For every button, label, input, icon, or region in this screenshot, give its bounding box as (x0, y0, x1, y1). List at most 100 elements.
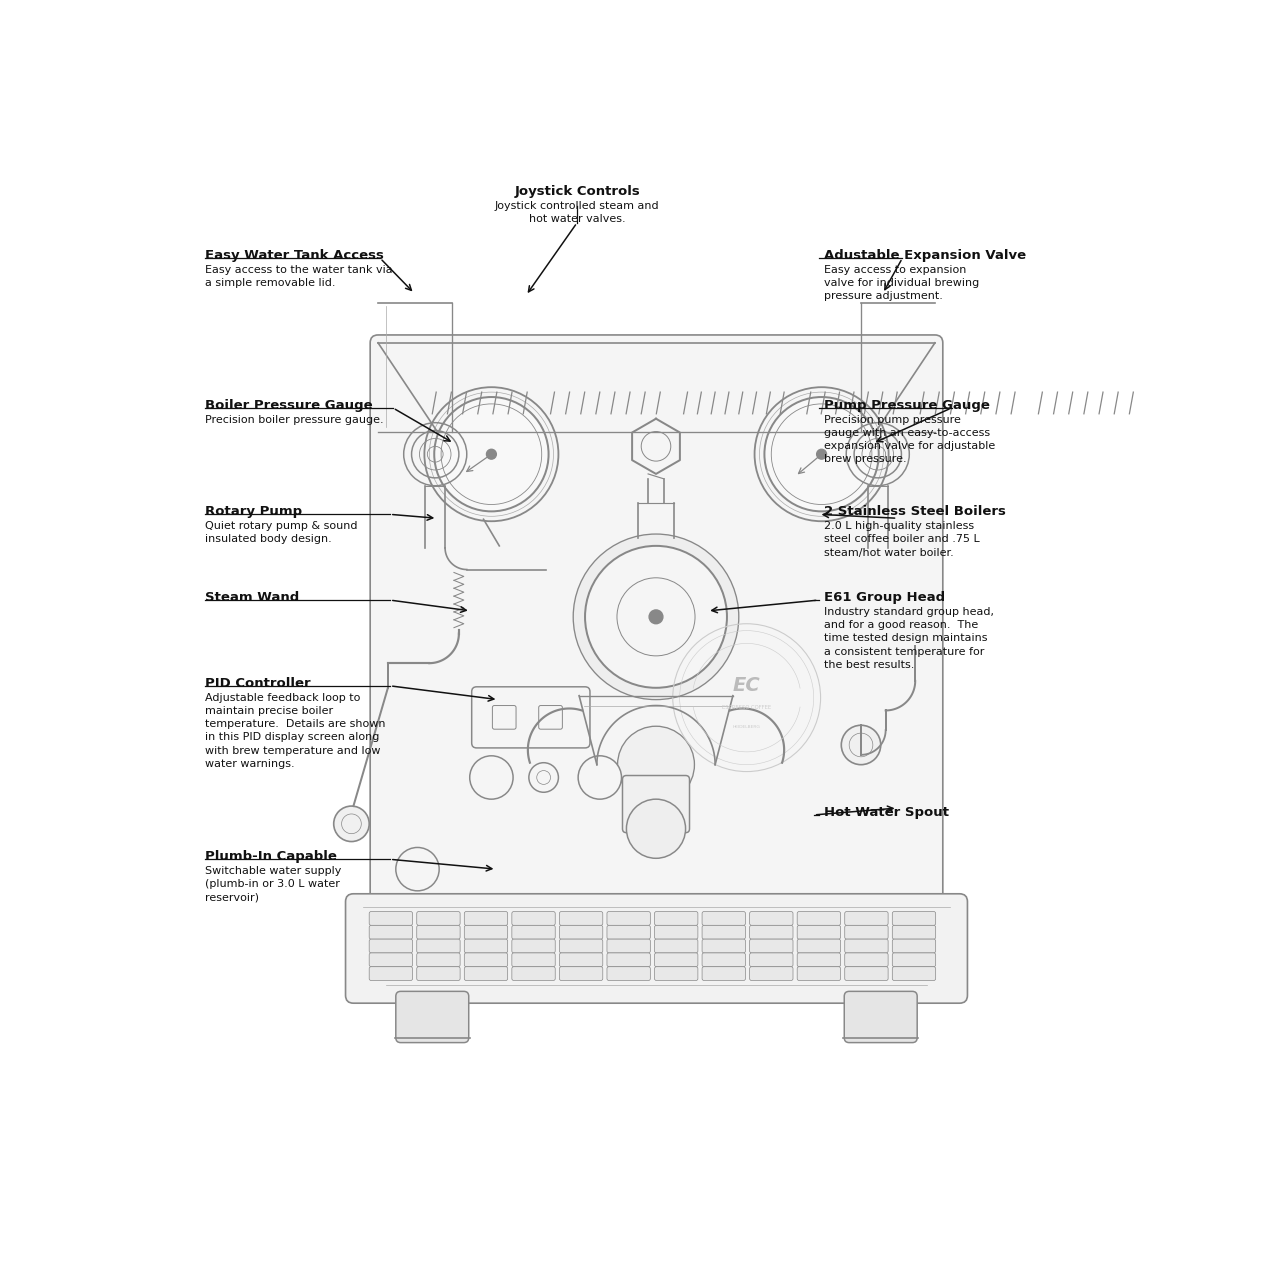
FancyBboxPatch shape (607, 911, 650, 925)
FancyBboxPatch shape (465, 940, 508, 952)
FancyBboxPatch shape (512, 966, 556, 980)
Circle shape (573, 534, 739, 700)
Text: Rotary Pump: Rotary Pump (205, 506, 302, 518)
FancyBboxPatch shape (892, 940, 936, 952)
Circle shape (841, 726, 881, 764)
FancyBboxPatch shape (559, 940, 603, 952)
FancyBboxPatch shape (797, 925, 841, 940)
FancyBboxPatch shape (654, 911, 698, 925)
FancyBboxPatch shape (369, 952, 412, 966)
FancyBboxPatch shape (845, 966, 888, 980)
Circle shape (764, 397, 879, 512)
FancyBboxPatch shape (654, 940, 698, 952)
Text: EC: EC (733, 676, 760, 695)
FancyBboxPatch shape (845, 952, 888, 966)
FancyBboxPatch shape (559, 966, 603, 980)
Text: Easy access to expansion
valve for individual brewing
pressure adjustment.: Easy access to expansion valve for indiv… (823, 265, 979, 301)
FancyBboxPatch shape (892, 911, 936, 925)
FancyBboxPatch shape (465, 925, 508, 940)
FancyBboxPatch shape (797, 966, 841, 980)
Circle shape (626, 799, 686, 859)
FancyBboxPatch shape (750, 940, 794, 952)
FancyBboxPatch shape (369, 966, 412, 980)
FancyBboxPatch shape (750, 925, 794, 940)
FancyBboxPatch shape (417, 952, 460, 966)
Text: HEIDELBERG: HEIDELBERG (733, 726, 760, 730)
FancyBboxPatch shape (797, 952, 841, 966)
Text: E61 Group Head: E61 Group Head (823, 591, 945, 604)
FancyBboxPatch shape (654, 952, 698, 966)
FancyBboxPatch shape (370, 335, 943, 1001)
Text: Easy access to the water tank via
a simple removable lid.: Easy access to the water tank via a simp… (205, 265, 392, 288)
FancyBboxPatch shape (845, 940, 888, 952)
Circle shape (396, 847, 439, 891)
Circle shape (649, 611, 663, 623)
FancyBboxPatch shape (701, 952, 745, 966)
Text: Precision pump pressure
gauge with an easy-to-access
expansion valve for adjusta: Precision pump pressure gauge with an ea… (823, 415, 995, 465)
FancyBboxPatch shape (346, 893, 968, 1004)
Text: Hot Water Spout: Hot Water Spout (823, 806, 948, 819)
FancyBboxPatch shape (701, 925, 745, 940)
Text: 2.0 L high-quality stainless
steel coffee boiler and .75 L
steam/hot water boile: 2.0 L high-quality stainless steel coffe… (823, 521, 979, 558)
FancyBboxPatch shape (369, 911, 412, 925)
Text: Pump Pressure Gauge: Pump Pressure Gauge (823, 399, 989, 412)
FancyBboxPatch shape (369, 925, 412, 940)
FancyBboxPatch shape (750, 966, 794, 980)
Circle shape (434, 397, 549, 512)
FancyBboxPatch shape (417, 925, 460, 940)
Text: PID Controller: PID Controller (205, 677, 310, 690)
FancyBboxPatch shape (892, 952, 936, 966)
Text: Easy Water Tank Access: Easy Water Tank Access (205, 250, 384, 262)
FancyBboxPatch shape (607, 966, 650, 980)
Circle shape (486, 449, 497, 460)
Text: Switchable water supply
(plumb-in or 3.0 L water
reservoir): Switchable water supply (plumb-in or 3.0… (205, 867, 340, 902)
FancyBboxPatch shape (559, 925, 603, 940)
Text: Adustable Expansion Valve: Adustable Expansion Valve (823, 250, 1025, 262)
Text: Quiet rotary pump & sound
insulated body design.: Quiet rotary pump & sound insulated body… (205, 521, 357, 544)
Circle shape (585, 545, 727, 687)
FancyBboxPatch shape (396, 991, 468, 1043)
Text: Industry standard group head,
and for a good reason.  The
time tested design mai: Industry standard group head, and for a … (823, 607, 993, 669)
FancyBboxPatch shape (701, 911, 745, 925)
FancyBboxPatch shape (845, 991, 918, 1043)
FancyBboxPatch shape (417, 911, 460, 925)
FancyBboxPatch shape (607, 925, 650, 940)
Circle shape (579, 755, 622, 799)
FancyBboxPatch shape (845, 911, 888, 925)
Circle shape (617, 726, 695, 803)
FancyBboxPatch shape (465, 952, 508, 966)
Circle shape (529, 763, 558, 792)
FancyBboxPatch shape (750, 952, 794, 966)
FancyBboxPatch shape (512, 940, 556, 952)
Text: Plumb-In Capable: Plumb-In Capable (205, 850, 337, 863)
FancyBboxPatch shape (607, 940, 650, 952)
Text: Adjustable feedback loop to
maintain precise boiler
temperature.  Details are sh: Adjustable feedback loop to maintain pre… (205, 692, 385, 769)
FancyBboxPatch shape (559, 911, 603, 925)
FancyBboxPatch shape (797, 911, 841, 925)
FancyBboxPatch shape (892, 925, 936, 940)
Text: Boiler Pressure Gauge: Boiler Pressure Gauge (205, 399, 372, 412)
Text: 2 Stainless Steel Boilers: 2 Stainless Steel Boilers (823, 506, 1005, 518)
Text: Joystick Controls: Joystick Controls (515, 184, 640, 198)
FancyBboxPatch shape (797, 940, 841, 952)
FancyBboxPatch shape (750, 911, 794, 925)
Circle shape (334, 806, 369, 841)
Text: Joystick controlled steam and
hot water valves.: Joystick controlled steam and hot water … (495, 201, 659, 224)
FancyBboxPatch shape (559, 952, 603, 966)
Text: ESPRESSO COFFEE: ESPRESSO COFFEE (722, 705, 772, 710)
FancyBboxPatch shape (417, 966, 460, 980)
Text: Precision boiler pressure gauge.: Precision boiler pressure gauge. (205, 415, 383, 425)
FancyBboxPatch shape (892, 966, 936, 980)
FancyBboxPatch shape (607, 952, 650, 966)
FancyBboxPatch shape (512, 925, 556, 940)
Circle shape (817, 449, 827, 460)
FancyBboxPatch shape (845, 925, 888, 940)
FancyBboxPatch shape (701, 940, 745, 952)
FancyBboxPatch shape (654, 925, 698, 940)
FancyBboxPatch shape (465, 911, 508, 925)
FancyBboxPatch shape (512, 952, 556, 966)
FancyBboxPatch shape (622, 776, 690, 833)
FancyBboxPatch shape (369, 940, 412, 952)
Circle shape (470, 755, 513, 799)
FancyBboxPatch shape (512, 911, 556, 925)
